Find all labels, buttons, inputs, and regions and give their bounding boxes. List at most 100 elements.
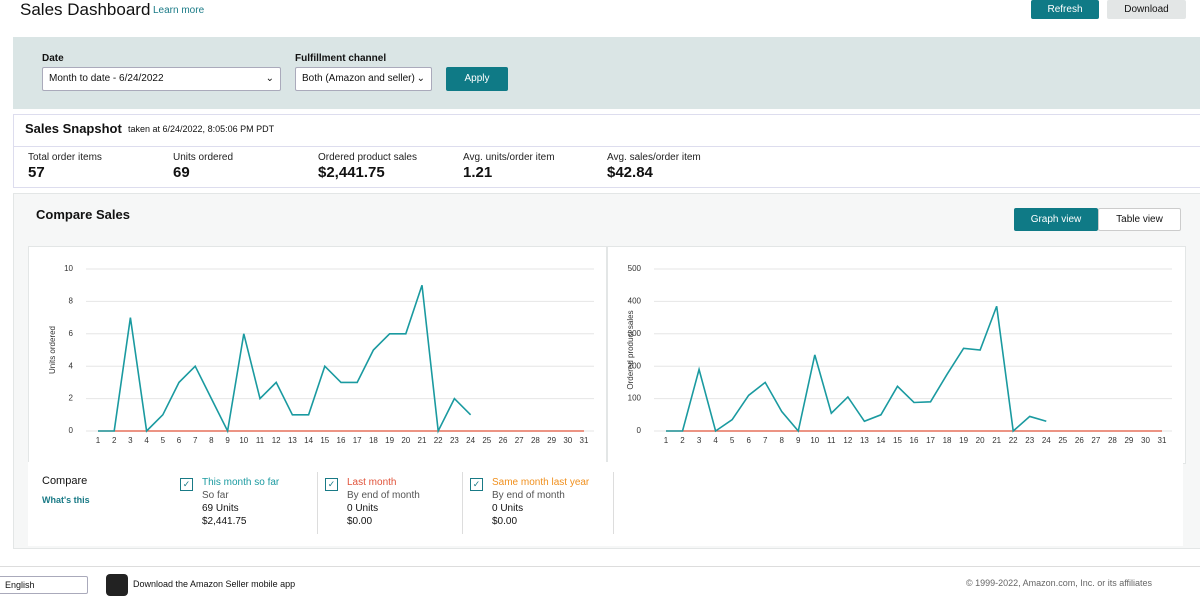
compare-sub: By end of month (347, 490, 420, 501)
copyright: © 1999-2022, Amazon.com, Inc. or its aff… (966, 578, 1153, 588)
title: Sales Dashboard (20, 0, 151, 19)
x-tick-label: 25 (1058, 436, 1067, 445)
x-tick-label: 16 (910, 436, 919, 445)
x-tick-label: 27 (1091, 436, 1100, 445)
x-tick-label: 15 (893, 436, 902, 445)
x-tick-label: 22 (1009, 436, 1018, 445)
x-tick-label: 18 (943, 436, 952, 445)
whats-this[interactable]: What's this (42, 495, 90, 505)
metric-value: $42.84 (607, 164, 653, 181)
x-tick-label: 26 (1075, 436, 1084, 445)
x-tick-label: 5 (730, 436, 735, 445)
metric-value: 69 (173, 164, 190, 181)
apply-button[interactable]: Apply (446, 67, 508, 91)
metric-label: Ordered product sales (318, 152, 417, 163)
x-tick-label: 13 (860, 436, 869, 445)
metric-label: Avg. sales/order item (607, 152, 701, 163)
x-tick-label: 2 (112, 436, 117, 445)
compare-box (28, 462, 1183, 546)
x-tick-label: 3 (697, 436, 702, 445)
y-tick-label: 10 (64, 264, 73, 273)
compare-item: ✓ Last month By end of month 0 Units $0.00 (325, 476, 465, 536)
series-line (666, 305, 1047, 433)
x-tick-label: 1 (96, 436, 101, 445)
download-button[interactable]: Download (1107, 0, 1186, 19)
x-tick-label: 26 (499, 436, 508, 445)
x-tick-label: 19 (959, 436, 968, 445)
x-tick-label: 10 (239, 436, 248, 445)
x-tick-label: 29 (547, 436, 556, 445)
refresh-button[interactable]: Refresh (1031, 0, 1099, 19)
date-value: Month to date - 6/24/2022 (49, 73, 164, 84)
compare-sales-title: Compare Sales (36, 207, 130, 222)
y-tick-label: 2 (69, 394, 74, 403)
compare-label: Same month last year (492, 477, 590, 488)
x-tick-label: 14 (304, 436, 313, 445)
y-tick-label: 100 (628, 394, 642, 403)
x-tick-label: 20 (976, 436, 985, 445)
separator (317, 472, 318, 534)
checkbox: ✓ (470, 478, 483, 491)
y-tick-label: 0 (637, 426, 642, 435)
separator (462, 472, 463, 534)
compare-text: Same month last year By end of month 0 Uni… (492, 476, 589, 528)
channel-label: Fulfillment channel (295, 53, 387, 64)
metric-label: Avg. units/order item (463, 152, 555, 163)
y-tick-label: 200 (628, 361, 642, 370)
y-tick-label: 8 (69, 297, 74, 306)
snapshot-box (13, 114, 1200, 188)
compare-units: 0 Units (492, 503, 524, 514)
compare-text: This month so far So far 69 Units $2,441.75 (202, 476, 279, 528)
x-tick-label: 16 (337, 436, 346, 445)
table-view-tab[interactable]: Table view (1098, 208, 1181, 231)
x-tick-label: 15 (320, 436, 329, 445)
language-select[interactable]: English (0, 576, 88, 594)
compare-title: Compare (42, 475, 88, 487)
x-tick-label: 14 (876, 436, 885, 445)
x-tick-label: 8 (209, 436, 214, 445)
compare-label: This month so far (202, 477, 280, 488)
y-tick-label: 400 (628, 297, 642, 306)
channel-select[interactable]: Both (Amazon and seller) ⌄ (295, 67, 432, 91)
metric-label: Total order items (28, 152, 102, 163)
metric-value: 1.21 (463, 164, 493, 181)
x-tick-label: 4 (144, 436, 149, 445)
y-tick-label: 500 (628, 264, 642, 273)
x-tick-label: 24 (1042, 436, 1051, 445)
x-tick-label: 8 (780, 436, 785, 445)
x-tick-label: 3 (128, 436, 133, 445)
x-tick-label: 25 (482, 436, 491, 445)
metric-value: $2,441.75 (318, 164, 385, 181)
x-tick-label: 29 (1124, 436, 1133, 445)
app-link[interactable]: Download the Amazon Seller mobile app (133, 579, 296, 589)
x-tick-label: 21 (992, 436, 1001, 445)
x-tick-label: 30 (563, 436, 572, 445)
date-select[interactable]: Month to date - 6/24/2022 ⌄ (42, 67, 281, 91)
graph-view-tab[interactable]: Graph view (1014, 208, 1098, 231)
x-tick-label: 28 (1108, 436, 1117, 445)
x-tick-label: 31 (580, 436, 589, 445)
compare-units: 0 Units (347, 503, 379, 514)
series-line (98, 284, 472, 434)
metric: Avg. sales/order item $42.84 (607, 152, 701, 181)
x-tick-label: 19 (385, 436, 394, 445)
compare-item: ✓ Same month last year By end of month 0 Un… (470, 476, 610, 536)
units-chart: 0 2 4 6 8 10 1 2 3 4 5 6 7 8 9 10 11 12 13 14 15 16 17 18 19 20 21… (28, 246, 607, 464)
checkbox: ✓ (325, 478, 338, 491)
compare-text: Last month By end of month 0 Units $0.00 (347, 476, 420, 528)
channel-value: Both (Amazon and seller) (302, 73, 415, 84)
date-label: Date (42, 53, 64, 64)
snapshot-title: Sales Snapshot (25, 121, 122, 136)
learn-more[interactable]: Learn more (153, 5, 205, 16)
x-tick-label: 12 (843, 436, 852, 445)
compare-sales: $0.00 (492, 516, 518, 527)
sales-chart: 0 100 200 300 400 500 1 2 3 4 5 6 7 8 9 10 11 12 13 14 15 16 1… (607, 246, 1186, 464)
x-tick-label: 30 (1141, 436, 1150, 445)
x-tick-label: 17 (353, 436, 362, 445)
footer-line (0, 566, 1200, 567)
x-tick-label: 27 (515, 436, 524, 445)
x-tick-label: 6 (177, 436, 182, 445)
